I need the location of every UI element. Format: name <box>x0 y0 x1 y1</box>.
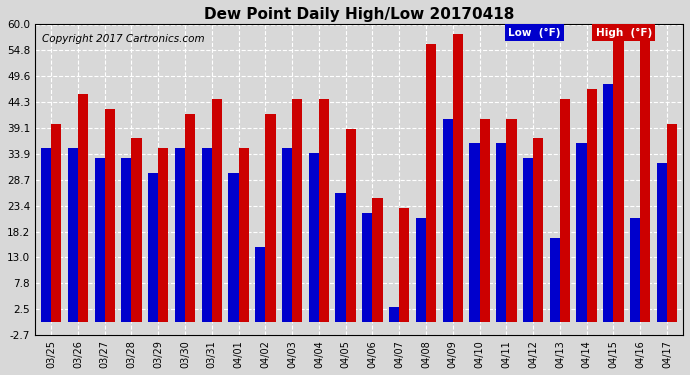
Bar <box>212 99 222 322</box>
Bar <box>292 99 302 322</box>
Bar <box>586 89 597 322</box>
Bar <box>362 213 373 322</box>
Bar <box>550 238 560 322</box>
Bar <box>308 153 319 322</box>
Text: High  (°F): High (°F) <box>595 28 652 38</box>
Bar <box>121 158 132 322</box>
Bar <box>613 34 624 322</box>
Bar <box>533 138 543 322</box>
Bar <box>506 118 517 322</box>
Bar <box>560 99 570 322</box>
Bar <box>41 148 51 322</box>
Text: Copyright 2017 Cartronics.com: Copyright 2017 Cartronics.com <box>41 34 204 44</box>
Bar <box>185 114 195 322</box>
Bar <box>416 218 426 322</box>
Bar <box>603 84 613 322</box>
Bar <box>239 148 248 322</box>
Bar <box>335 193 346 322</box>
Bar <box>201 148 212 322</box>
Bar <box>158 148 168 322</box>
Bar <box>523 158 533 322</box>
Text: Low  (°F): Low (°F) <box>508 28 560 38</box>
Bar <box>657 163 667 322</box>
Bar <box>480 118 490 322</box>
Bar <box>453 34 463 322</box>
Bar <box>576 143 586 322</box>
Bar <box>442 118 453 322</box>
Bar <box>667 124 677 322</box>
Bar <box>228 173 239 322</box>
Bar <box>373 198 383 322</box>
Bar <box>266 114 275 322</box>
Bar <box>389 307 400 322</box>
Bar <box>400 208 409 322</box>
Bar <box>469 143 480 322</box>
Bar <box>630 218 640 322</box>
Bar <box>282 148 292 322</box>
Bar <box>255 248 266 322</box>
Bar <box>640 30 651 322</box>
Bar <box>148 173 158 322</box>
Bar <box>105 109 115 322</box>
Title: Dew Point Daily High/Low 20170418: Dew Point Daily High/Low 20170418 <box>204 7 514 22</box>
Bar <box>95 158 105 322</box>
Bar <box>346 129 356 322</box>
Bar <box>132 138 141 322</box>
Bar <box>426 44 436 322</box>
Bar <box>78 94 88 322</box>
Bar <box>51 124 61 322</box>
Bar <box>496 143 506 322</box>
Bar <box>68 148 78 322</box>
Bar <box>175 148 185 322</box>
Bar <box>319 99 329 322</box>
